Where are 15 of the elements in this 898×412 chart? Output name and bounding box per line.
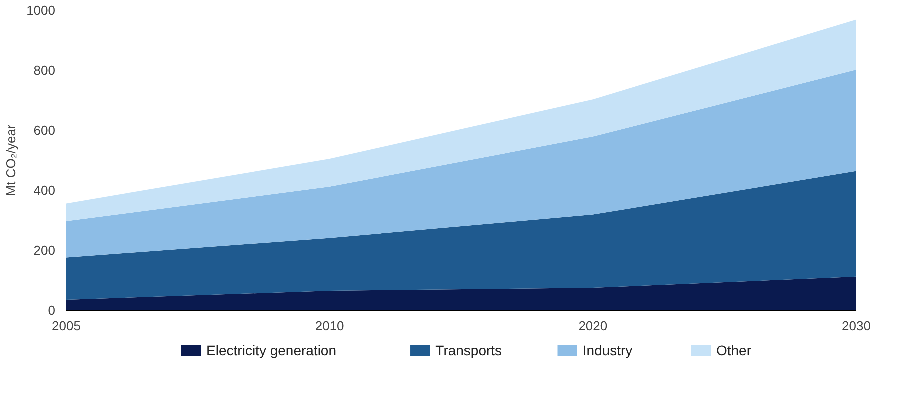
legend-label: Other: [716, 342, 752, 358]
y-tick-label: 1000: [26, 3, 56, 18]
x-tick-label: 2030: [842, 318, 871, 334]
y-tick-label: 0: [48, 303, 56, 318]
x-tick-label: 2010: [315, 318, 344, 334]
y-tick-label: 400: [34, 183, 56, 198]
y-tick-label: 800: [34, 63, 56, 78]
y-axis-title: Mt CO₂/year: [4, 124, 19, 196]
legend-label: Transports: [436, 342, 502, 358]
x-tick-label: 2005: [52, 318, 81, 334]
x-tick-label: 2020: [578, 318, 608, 334]
y-tick-label: 600: [34, 123, 56, 138]
legend-label: Electricity generation: [206, 342, 337, 358]
y-tick-label: 200: [34, 243, 56, 258]
legend-label: Industry: [582, 342, 633, 358]
